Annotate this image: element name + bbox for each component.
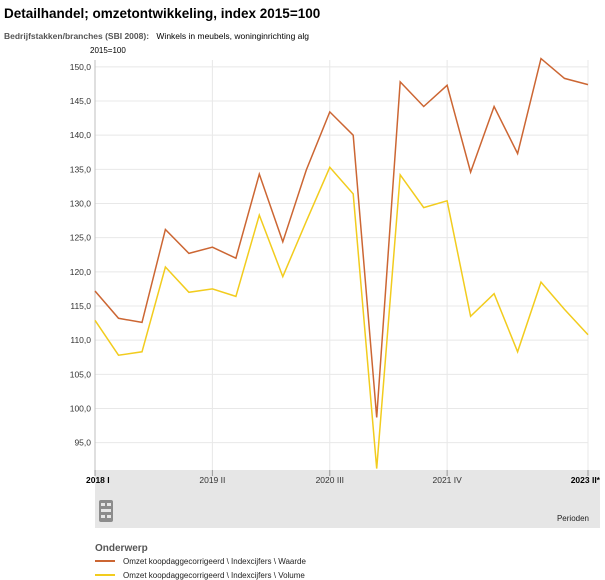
data-point[interactable] [233,293,239,299]
timeline-bar[interactable] [95,470,600,528]
data-point[interactable] [562,75,568,81]
data-point[interactable] [585,332,591,338]
data-point[interactable] [515,151,521,157]
data-point[interactable] [374,414,380,420]
data-point[interactable] [92,317,98,323]
data-point[interactable] [421,103,427,109]
legend-label-volume: Omzet koopdaggecorrigeerd \ Indexcijfers… [123,571,305,580]
y-tick-label: 100,0 [70,404,92,414]
x-tick-label: 2018 I [86,475,110,485]
data-point[interactable] [256,212,262,218]
data-point[interactable] [209,286,215,292]
series-line-waarde[interactable] [94,57,589,418]
legend-item-volume[interactable]: Omzet koopdaggecorrigeerd \ Indexcijfers… [95,571,305,580]
data-point[interactable] [538,279,544,285]
x-tick-label: 2023 II* [571,475,601,485]
data-point[interactable] [327,164,333,170]
data-point[interactable] [444,82,450,88]
data-point[interactable] [397,172,403,178]
data-point[interactable] [421,205,427,211]
x-tick-label: 2021 IV [432,475,462,485]
x-tick-label: 2020 III [316,475,344,485]
data-point[interactable] [327,109,333,115]
data-point[interactable] [468,313,474,319]
y-axis-ticks: 95,0 100,0 105,0 110,0 115,0 120,0 125,0 130,0 1… [70,62,92,448]
data-point[interactable] [491,103,497,109]
data-point[interactable] [303,218,309,224]
data-point[interactable] [139,319,145,325]
data-point[interactable] [515,349,521,355]
y-tick-label: 125,0 [70,233,92,243]
filter-line: Bedrijfstakken/branches (SBI 2008): Wink… [4,31,309,41]
x-axis-ticks: 2018 I 2019 II 2020 III 2021 IV 2023 II* [86,470,601,485]
data-point[interactable] [303,167,309,173]
data-point[interactable] [186,250,192,256]
data-point[interactable] [186,289,192,295]
y-tick-label: 150,0 [70,62,92,72]
legend-swatch-volume [95,573,115,576]
data-point[interactable] [92,288,98,294]
periods-label[interactable]: Perioden [556,514,589,523]
data-point[interactable] [209,244,215,250]
line-chart: 95,0 100,0 105,0 110,0 115,0 120,0 125,0 130,0 1… [70,56,601,528]
y-tick-label: 140,0 [70,130,92,140]
data-point[interactable] [350,191,356,197]
filter-label: Bedrijfstakken/branches (SBI 2008): [4,31,150,41]
filter-value[interactable]: Winkels in meubels, woninginrichting alg [156,31,310,41]
series-line-volume[interactable] [94,165,589,469]
y-tick-label: 120,0 [70,267,92,277]
chart-title: Detailhandel; omzetontwikkeling, index 2… [4,6,321,21]
data-point[interactable] [444,198,450,204]
data-point[interactable] [397,79,403,85]
data-point[interactable] [115,352,121,358]
legend-swatch-waarde [95,559,115,562]
chart-series [92,56,591,469]
y-axis-unit: 2015=100 [90,46,126,55]
y-tick-label: 135,0 [70,164,92,174]
data-point[interactable] [280,274,286,280]
x-tick-label: 2019 II [199,475,225,485]
legend-title: Onderwerp [95,543,148,554]
y-tick-label: 145,0 [70,96,92,106]
data-point[interactable] [139,349,145,355]
data-point[interactable] [491,291,497,297]
data-point[interactable] [468,169,474,175]
y-tick-label: 130,0 [70,199,92,209]
data-point[interactable] [562,306,568,312]
chart-grid [94,60,589,470]
data-point[interactable] [162,264,168,270]
data-point[interactable] [256,171,262,177]
y-tick-label: 115,0 [70,301,91,311]
data-point[interactable] [350,132,356,138]
data-point[interactable] [280,239,286,245]
cbs-logo-icon [99,500,113,522]
y-tick-label: 110,0 [70,335,91,345]
data-point[interactable] [162,226,168,232]
legend-item-waarde[interactable]: Omzet koopdaggecorrigeerd \ Indexcijfers… [95,557,306,566]
data-point[interactable] [585,82,591,88]
data-point[interactable] [538,56,544,62]
y-tick-label: 95,0 [74,438,91,448]
data-point[interactable] [233,255,239,261]
legend-label-waarde: Omzet koopdaggecorrigeerd \ Indexcijfers… [123,557,306,566]
y-tick-label: 105,0 [70,369,92,379]
data-point[interactable] [115,315,121,321]
